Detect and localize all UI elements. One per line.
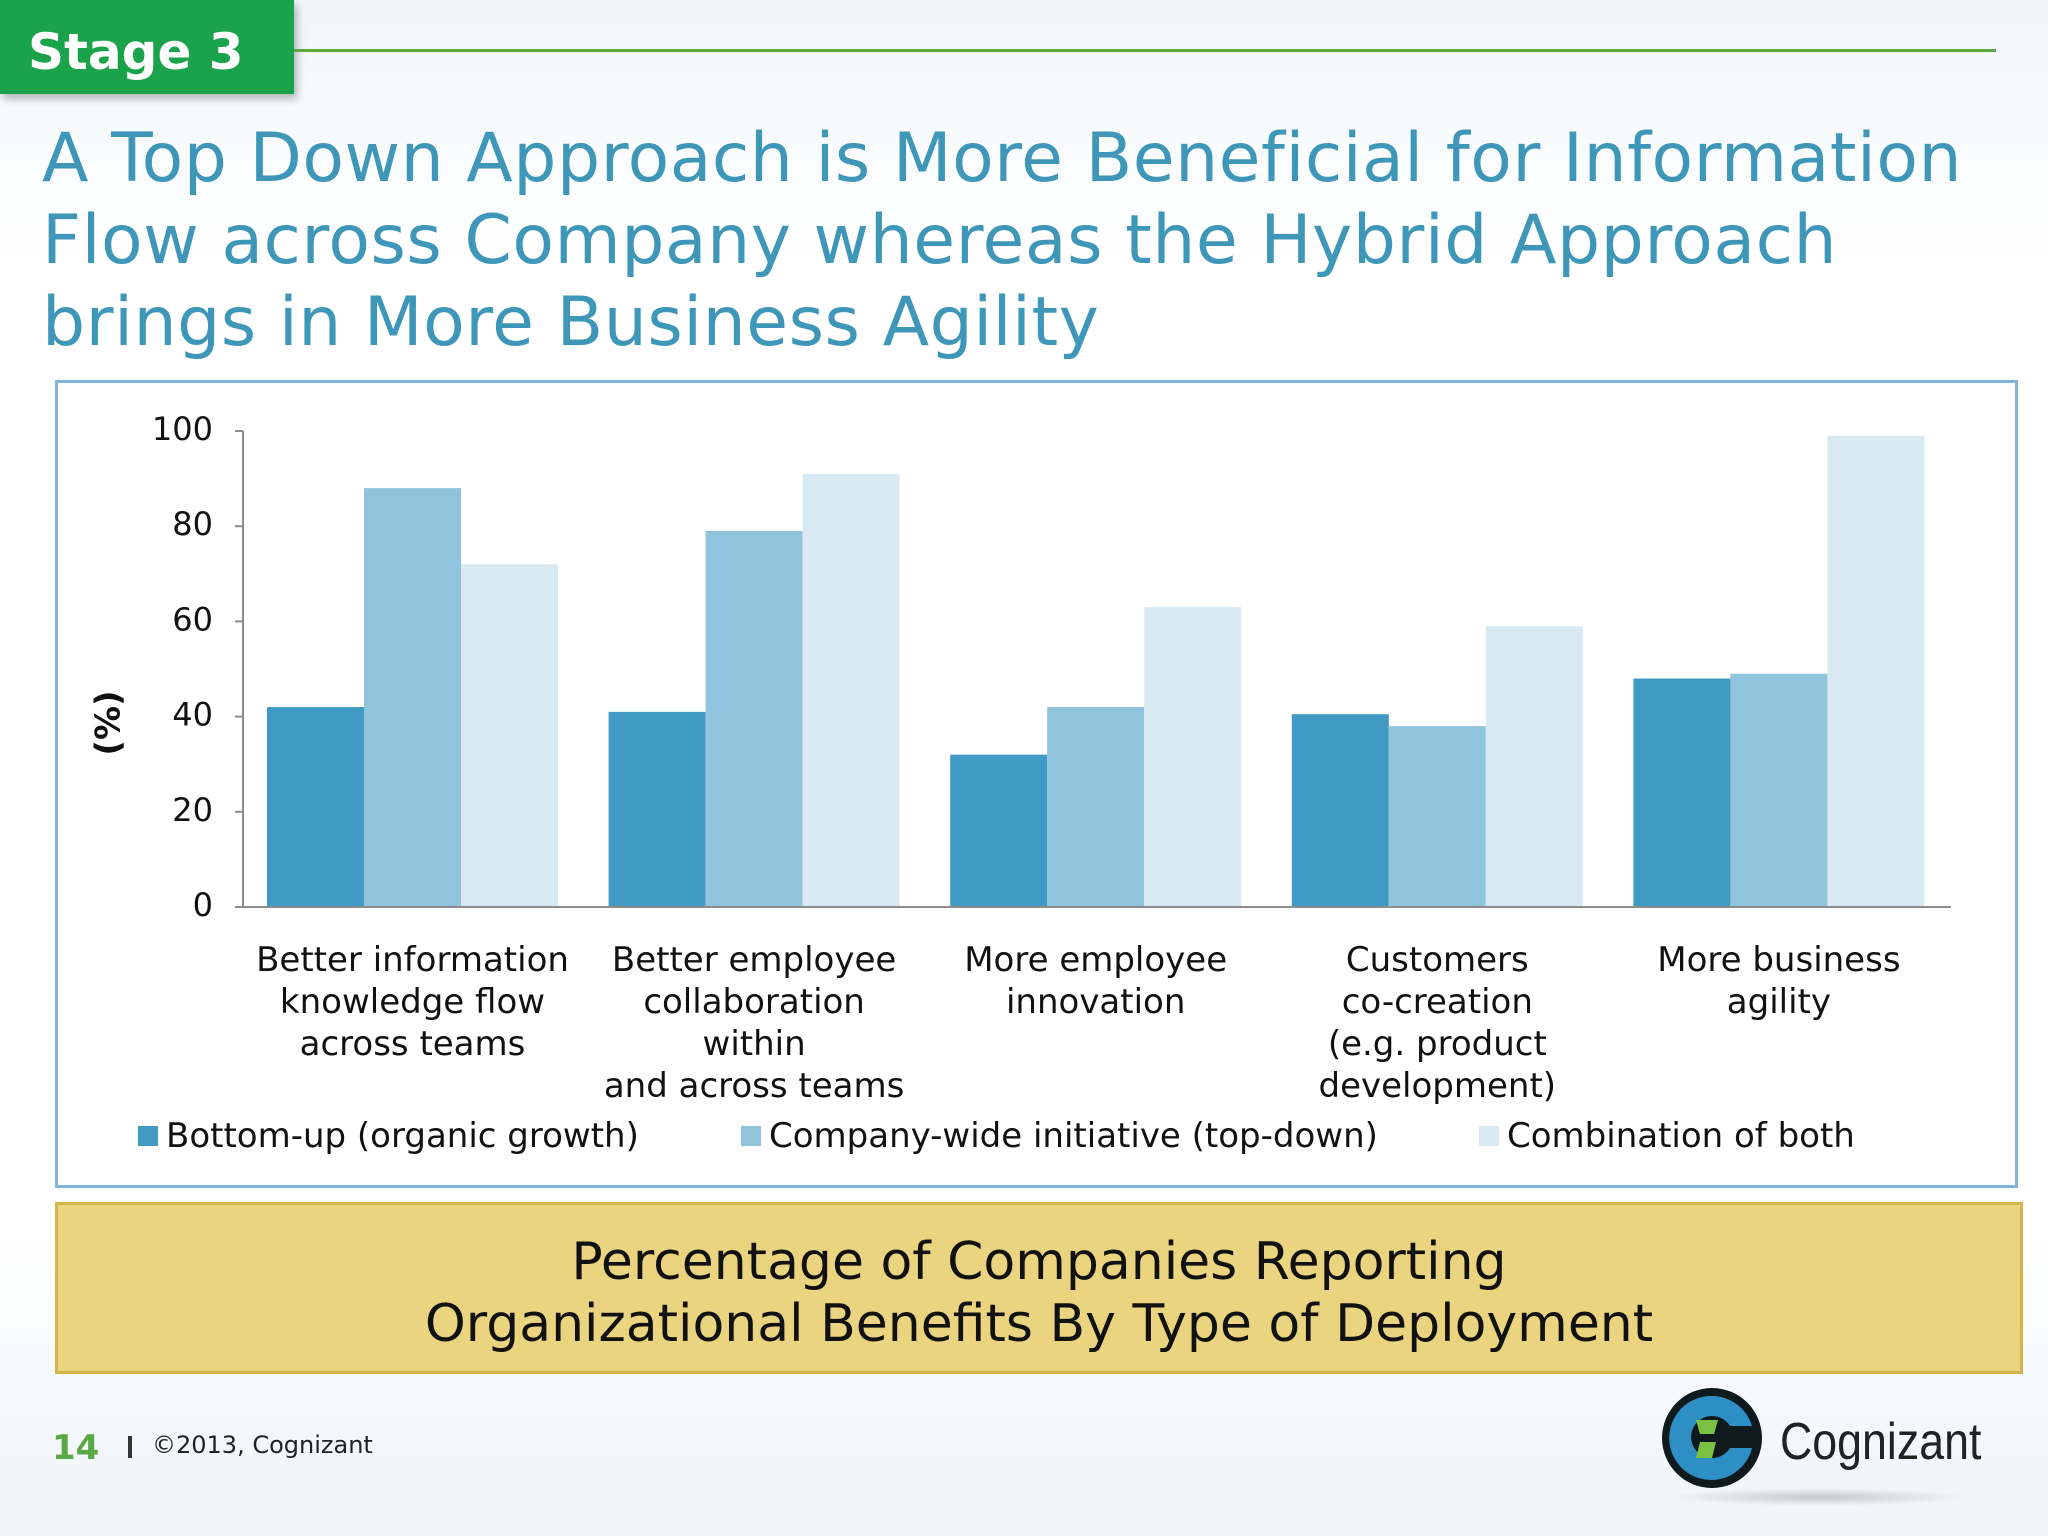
stage-tab: Stage 3 (0, 0, 294, 94)
bar-series-1-category-1 (267, 707, 364, 907)
legend-item: Company-wide initiative (top-down) (741, 1116, 1378, 1156)
title-line-3: brings in More Business Agility (42, 283, 1100, 362)
legend-label: Company-wide initiative (top-down) (769, 1116, 1378, 1156)
x-category-label: Better employee collaboration within and a… (589, 939, 919, 1107)
y-axis: 0 20 40 60 80 100 (152, 410, 244, 924)
bars (267, 435, 1925, 907)
bar-series-3-category-5 (1827, 435, 1925, 907)
title-line-2: Flow across Company whereas the Hybrid A… (42, 201, 1838, 280)
x-category-label-line: innovation (1005, 982, 1186, 1022)
x-category-label: More employee innovation (931, 939, 1261, 1023)
bar-series-2-category-3 (1047, 707, 1145, 907)
x-category-label-line: across teams (299, 1024, 526, 1064)
caption-line-2: Organizational Benefits By Type of Deplo… (424, 1294, 1654, 1354)
x-category-label: More business agility (1614, 939, 1944, 1023)
logo-mark-icon (1662, 1388, 1762, 1488)
y-tick-label: 100 (152, 410, 213, 448)
x-category-label-line: knowledge flow (279, 982, 546, 1022)
legend-item: Combination of both (1479, 1116, 1855, 1156)
bar-series-1-category-2 (608, 711, 706, 907)
x-category-label-line: Better information (256, 940, 569, 980)
x-category-label-line: (e.g. product (1327, 1024, 1547, 1064)
x-category-label-line: Better employee (611, 940, 897, 980)
bar-series-2-category-4 (1388, 726, 1486, 907)
y-axis-title: (%) (89, 690, 129, 755)
bar-series-2-category-2 (705, 530, 803, 907)
y-tick-label: 20 (172, 791, 213, 829)
page-number: 14 (52, 1428, 100, 1468)
bar-series-1-category-5 (1633, 678, 1731, 907)
legend-swatch (741, 1126, 761, 1146)
legend-swatch (138, 1126, 158, 1146)
x-category-label-line: development) (1318, 1066, 1557, 1106)
slide-title: A Top Down Approach is More Beneficial f… (42, 118, 2022, 364)
bar-series-3-category-1 (461, 564, 558, 907)
chart-caption: Percentage of Companies Reporting Organi… (55, 1202, 2023, 1374)
footer-divider (128, 1436, 132, 1458)
y-tick-label: 40 (172, 696, 213, 734)
bar-series-2-category-5 (1730, 673, 1828, 907)
bar-series-2-category-1 (364, 488, 461, 907)
x-category-label-line: More employee (964, 940, 1228, 980)
chart-legend: Bottom-up (organic growth) Company-wide i… (58, 1116, 2015, 1166)
x-category-label: Better information knowledge flow across t… (248, 939, 578, 1065)
x-category-label-line: More business (1657, 940, 1901, 980)
bar-series-1-category-3 (950, 754, 1048, 907)
y-tick-label: 60 (172, 600, 213, 638)
x-category-label-line: Customers (1345, 940, 1529, 980)
legend-label: Bottom-up (organic growth) (166, 1116, 639, 1156)
header-rule (294, 49, 1996, 52)
logo-reflection (1668, 1488, 1968, 1506)
title-line-1: A Top Down Approach is More Beneficial f… (42, 119, 1963, 198)
bar-series-1-category-4 (1291, 714, 1389, 907)
legend-swatch (1479, 1126, 1499, 1146)
legend-label: Combination of both (1507, 1116, 1855, 1156)
cognizant-logo: Cognizant (1652, 1378, 1992, 1518)
logo-wordmark: Cognizant (1780, 1413, 1982, 1471)
y-tick-label: 80 (172, 505, 213, 543)
bar-series-3-category-4 (1485, 626, 1583, 907)
x-category-label-line: and across teams (603, 1066, 905, 1106)
y-tick-label: 0 (193, 886, 213, 924)
x-category-label-line: co-creation (1341, 982, 1533, 1022)
bar-series-3-category-2 (802, 473, 900, 907)
copyright-text: ©2013, Cognizant (152, 1431, 373, 1459)
legend-item: Bottom-up (organic growth) (138, 1116, 639, 1156)
chart-frame: 0 20 40 60 80 100 (%) Better information knowl… (55, 380, 2018, 1188)
caption-line-1: Percentage of Companies Reporting (571, 1232, 1507, 1292)
bar-chart: 0 20 40 60 80 100 (%) (89, 410, 1951, 924)
x-category-label-line: agility (1726, 982, 1831, 1022)
x-category-label: Customers co-creation (e.g. product develop… (1272, 939, 1602, 1107)
x-category-label-line: collaboration within (643, 982, 865, 1064)
bar-series-3-category-3 (1144, 607, 1242, 907)
